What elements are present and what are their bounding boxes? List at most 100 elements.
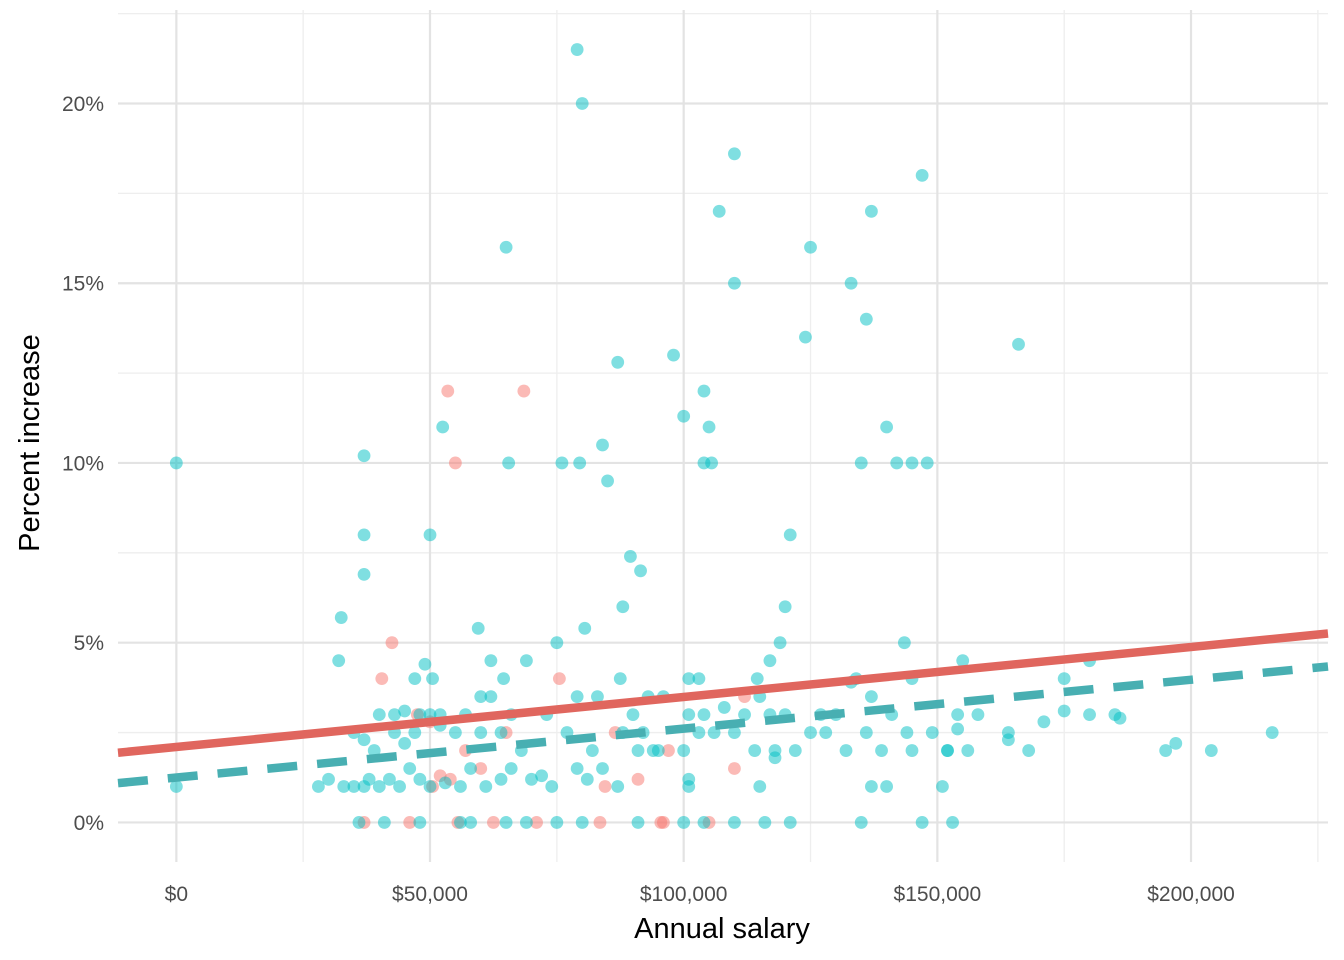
group-teal-point [502,456,516,470]
x-tick-label: $0 [165,883,188,906]
y-axis-tick-labels: 0% 5% 10% 15% 20% [62,93,104,835]
group-teal-point [961,744,975,757]
group-red-point [656,816,670,829]
group-teal-point [854,456,868,470]
group-teal-point [788,744,802,757]
group-teal-point [393,780,406,793]
group-teal-point [890,456,904,470]
group-teal-point [601,474,614,488]
group-red-point [728,762,741,775]
group-teal-point [332,654,346,668]
group-teal-point [499,240,513,254]
group-teal-point [596,438,609,452]
data-points [169,43,1279,829]
group-teal-point [783,528,797,542]
group-teal-point [337,780,351,793]
group-red-point [385,636,399,650]
group-teal-point [900,726,914,739]
group-teal-point [839,744,853,757]
group-teal-point [520,816,533,829]
x-tick-label: $50,000 [392,883,468,906]
group-teal-point [920,456,934,470]
group-teal-point [550,636,564,650]
group-teal-point [677,816,691,829]
group-teal-point [497,672,510,686]
group-teal-point [372,708,386,722]
group-red-point [598,780,612,793]
group-teal-point [702,420,716,434]
group-teal-point [773,636,787,650]
y-axis-title: Percent increase [14,334,46,552]
group-teal-point [925,726,939,739]
group-teal-point [357,568,371,581]
group-teal-point [778,600,792,614]
group-teal-point [347,780,361,793]
group-teal-point [875,744,888,757]
group-teal-point [905,744,919,757]
group-teal-point [864,690,878,704]
group-red-point [530,816,543,829]
group-teal-point [423,528,437,542]
group-teal-point [697,384,711,398]
group-teal-point [454,780,467,793]
group-teal-point [578,621,592,635]
group-teal-point [575,97,589,110]
group-teal-point [398,704,412,718]
group-red-point [375,672,389,686]
group-red-point [631,772,645,786]
group-teal-point [915,168,929,182]
group-teal-point [804,726,817,739]
group-teal-point [748,744,762,757]
group-teal-point [362,772,376,786]
group-teal-point [631,744,645,757]
group-teal-point [1204,744,1218,757]
group-teal-point [413,708,427,722]
group-teal-point [403,762,417,775]
group-teal-point [357,733,371,747]
group-teal-point [692,672,706,686]
group-teal-point [499,816,513,829]
group-teal-point [570,43,584,56]
group-teal-point [1169,736,1183,750]
group-teal-point [1057,704,1071,718]
group-teal-point [941,744,954,757]
y-tick-label: 10% [62,452,104,475]
group-teal-point [1001,726,1015,739]
group-red-point [552,672,566,686]
group-teal-point [864,780,878,793]
group-teal-point [677,409,691,423]
group-teal-point [677,744,691,757]
group-teal-point [667,348,680,362]
group-teal-point [712,204,726,218]
group-teal-point [436,420,450,434]
group-teal-point [616,600,630,614]
group-teal-point [859,312,873,326]
group-teal-point [494,772,508,786]
group-teal-point [596,762,609,775]
group-teal-point [682,708,696,722]
group-teal-point [705,456,718,470]
group-teal-point [398,736,412,750]
group-teal-point [697,816,711,829]
group-teal-point [631,816,645,829]
group-teal-point [697,708,711,722]
x-tick-label: $200,000 [1147,883,1235,906]
group-teal-point [474,726,488,739]
group-teal-point [951,708,965,722]
group-teal-point [311,780,325,793]
group-teal-point [448,726,462,739]
group-red-point [403,816,417,829]
group-teal-point [388,708,401,722]
group-teal-point [545,780,559,793]
group-teal-point [471,621,485,635]
group-teal-point [413,816,427,829]
y-tick-label: 0% [74,812,104,835]
group-teal-point [971,708,985,722]
group-teal-point [783,816,797,829]
y-tick-label: 20% [62,93,104,116]
group-teal-point [479,780,493,793]
group-teal-point [426,672,439,686]
x-tick-label: $100,000 [640,883,728,906]
group-teal-point [334,611,348,624]
group-teal-point [634,564,647,578]
